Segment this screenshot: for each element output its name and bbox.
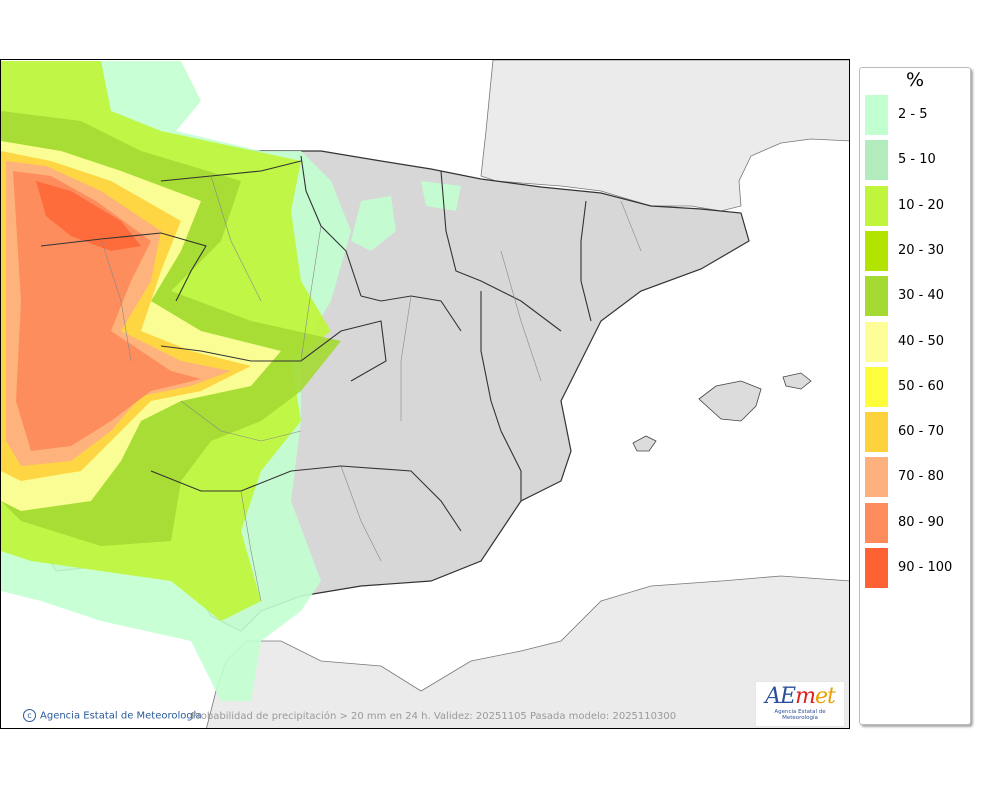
legend-swatch [865, 548, 888, 588]
legend-swatch [865, 457, 888, 498]
legend-swatch [865, 230, 888, 271]
aemet-logo-wordmark: AEmet [765, 684, 836, 709]
aemet-logo-subtitle: Agencia Estatal de Meteorología [774, 709, 826, 721]
legend-label: 60 - 70 [898, 424, 945, 440]
legend-swatch [865, 502, 888, 543]
prob-band-90-100 [36, 181, 141, 251]
legend-label: 20 - 30 [898, 242, 945, 258]
legend-item: 5 - 10 [863, 140, 967, 181]
legend-label: 50 - 60 [898, 378, 945, 394]
legend-swatch [865, 412, 888, 453]
legend-label: 40 - 50 [898, 333, 945, 349]
agency-credit: c Agencia Estatal de Meteorología [23, 709, 202, 722]
menorca-island [782, 372, 812, 390]
legend-label: 90 - 100 [898, 560, 953, 575]
legend-label: 10 - 20 [898, 197, 945, 213]
prob-patch-iberian [421, 181, 461, 211]
legend-swatch [865, 185, 888, 226]
legend-panel: % 2 - 5 5 - 10 10 - 20 20 - 30 30 - 40 40 - 5… [859, 67, 971, 725]
legend-label: 80 - 90 [898, 514, 945, 530]
legend-item: 20 - 30 [863, 230, 967, 271]
agency-credit-text: Agencia Estatal de Meteorología [40, 710, 202, 722]
legend-label: 70 - 80 [898, 469, 945, 485]
map-caption: Probabilidad de precipitación > 20 mm en… [191, 711, 677, 722]
ibiza-island [632, 435, 657, 452]
legend-item: 40 - 50 [863, 321, 967, 362]
legend-item: 2 - 5 [863, 95, 967, 135]
legend-swatch [865, 366, 888, 407]
province-borders [100, 175, 642, 602]
aemet-logo: AEmet Agencia Estatal de Meteorología [755, 681, 845, 727]
map-frame: c Agencia Estatal de Meteorología Probabi… [0, 59, 850, 729]
legend-swatch [865, 140, 888, 181]
legend-label: 30 - 40 [898, 288, 945, 304]
legend-label: 2 - 5 [898, 107, 928, 122]
legend-unit: % [905, 69, 925, 91]
legend-swatch [865, 276, 888, 317]
precipitation-probability-map [1, 60, 849, 728]
prob-patch-pyrenees [351, 196, 396, 251]
legend-item: 10 - 20 [863, 185, 967, 226]
legend-swatch [865, 321, 888, 362]
legend-swatch [865, 95, 888, 135]
legend-item: 70 - 80 [863, 457, 967, 498]
copyright-icon: c [23, 709, 36, 722]
mallorca-island [698, 380, 762, 422]
prob-band-80-90 [13, 171, 201, 451]
legend-item: 90 - 100 [863, 548, 967, 588]
legend-item: 80 - 90 [863, 502, 967, 543]
legend-item: 60 - 70 [863, 412, 967, 453]
legend-item: 50 - 60 [863, 366, 967, 407]
legend-label: 5 - 10 [898, 152, 936, 168]
region-borders [40, 155, 592, 532]
legend-item: 30 - 40 [863, 276, 967, 317]
